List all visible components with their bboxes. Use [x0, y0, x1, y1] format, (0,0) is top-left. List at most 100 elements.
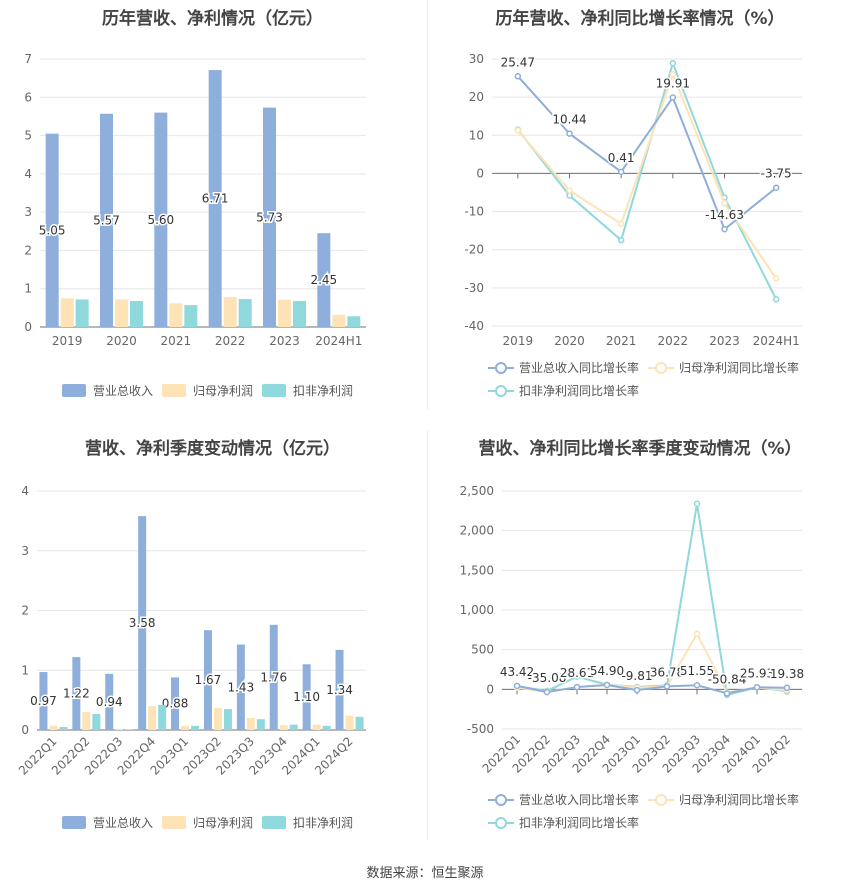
- data-label: 51.55: [680, 664, 714, 678]
- y-tick-label: 30: [469, 52, 484, 66]
- y-tick-label: 0: [24, 320, 32, 334]
- data-point: [669, 59, 677, 67]
- data-point: [617, 236, 625, 244]
- bar: [171, 677, 180, 730]
- data-label: 36.78: [650, 665, 684, 679]
- bar: [289, 724, 298, 730]
- bar: [223, 709, 232, 730]
- data-point: [669, 94, 677, 101]
- chart-quarterly-revenue-profit: 营收、净利季度变动情况（亿元） 0 1 2 3 4 2022Q1 2022Q2 2022Q3 2…: [0, 430, 425, 850]
- x-tick-label: 2024H1: [315, 334, 362, 348]
- bar: [269, 624, 278, 730]
- data-point: [566, 130, 573, 137]
- y-tick-label: 2,000: [460, 524, 494, 538]
- y-tick-label: 3: [24, 205, 32, 219]
- legend-label: 归母净利润: [193, 816, 253, 830]
- data-label: -35.08: [528, 671, 567, 685]
- bar: [278, 299, 291, 327]
- data-source-note: 数据来源：恒生聚源: [366, 866, 484, 881]
- y-tick-label: 1,500: [460, 563, 494, 577]
- legend-swatch-marker: [495, 362, 507, 374]
- y-tick-label: -40: [464, 319, 484, 333]
- y-tick-label: 500: [471, 643, 494, 657]
- bar: [92, 713, 101, 730]
- bar: [125, 729, 134, 730]
- data-point: [693, 630, 701, 638]
- legend-label: 扣非净利润同比增长率: [519, 383, 639, 398]
- data-label: 25.93: [740, 666, 774, 680]
- data-point: [603, 681, 611, 689]
- legend-swatch-marker: [655, 362, 667, 374]
- panel-divider-bottom: [427, 430, 428, 840]
- panel-divider-top: [427, 0, 428, 410]
- y-tick-label: 1: [24, 282, 32, 296]
- data-label: 0.41: [608, 151, 635, 165]
- legend-label: 营业总收入同比增长率: [519, 360, 639, 375]
- data-label: 0.97: [30, 694, 57, 708]
- x-tick-label: 2021: [606, 334, 637, 348]
- x-tick-label: 2019: [503, 334, 534, 348]
- data-label: 6.71: [202, 192, 229, 206]
- chart-canvas: 0 1 2 3 4 5 6 7 2019 2020 2021 2022 2023 2024H1 5.05 5.…: [24, 52, 366, 398]
- chart-title: 历年营收、净利情况（亿元）: [102, 9, 323, 29]
- data-point: [772, 184, 780, 191]
- bar: [158, 704, 167, 730]
- chart-annual-growth-rate: 历年营收、净利同比增长率情况（%） -40 -30 -20 -10 0 10 20 30 201…: [430, 0, 850, 410]
- data-point: [772, 296, 780, 303]
- data-point: [514, 127, 522, 134]
- y-tick-label: 5: [24, 129, 32, 143]
- legend-label: 归母净利润同比增长率: [679, 360, 799, 375]
- bar: [130, 300, 143, 327]
- data-label: 0.94: [96, 695, 123, 709]
- data-label: 1.76: [260, 670, 287, 684]
- y-tick-label: 7: [24, 52, 32, 66]
- chart-annual-revenue-profit: 历年营收、净利情况（亿元） 0 1 2 3 4 5 6 7 2019 2020 2021 2022 20…: [0, 0, 425, 410]
- data-label: 19.91: [656, 76, 690, 90]
- data-point: [753, 684, 761, 691]
- bar: [148, 706, 157, 730]
- bar: [169, 303, 183, 327]
- y-tick-label: -20: [464, 243, 484, 257]
- bar: [238, 299, 252, 327]
- bar: [322, 725, 331, 730]
- data-label: 5.05: [39, 223, 66, 237]
- y-tick-label: -500: [467, 722, 494, 736]
- data-label: 25.47: [501, 55, 535, 69]
- chart-canvas: -50005001,0001,5002,0002,5002022Q12022Q2…: [460, 484, 806, 830]
- y-tick-label: 2: [21, 604, 29, 618]
- y-tick-label: 10: [469, 128, 484, 142]
- data-point: [669, 71, 677, 78]
- bar: [208, 70, 222, 328]
- bar: [82, 712, 91, 730]
- data-point: [573, 673, 581, 680]
- y-tick-label: 0: [476, 166, 484, 180]
- bar: [75, 299, 89, 327]
- data-point: [617, 168, 625, 176]
- bar: [236, 644, 245, 730]
- y-tick-label: 6: [24, 90, 32, 104]
- data-label: 5.57: [93, 213, 120, 227]
- chart-quarterly-growth-rate: 营收、净利同比增长率季度变动情况（%） -500 0 500 1,000 1,500 2,…: [430, 430, 850, 850]
- data-point: [721, 225, 728, 233]
- bar: [115, 728, 124, 730]
- y-tick-label: -10: [464, 205, 484, 219]
- x-tick-label: 2021: [161, 334, 192, 348]
- bar: [345, 715, 354, 730]
- data-label: 19.38: [770, 667, 804, 681]
- data-label: 28.61: [560, 666, 594, 680]
- y-tick-label: 1,000: [460, 603, 494, 617]
- chart-canvas: 012342022Q12022Q22022Q32022Q42023Q12023Q…: [16, 484, 366, 830]
- legend-swatch-marker: [495, 385, 507, 397]
- bar: [49, 725, 58, 730]
- x-tick-label: 2023: [709, 334, 740, 348]
- bar: [312, 724, 321, 730]
- bar: [191, 725, 200, 730]
- chart-title: 营收、净利同比增长率季度变动情况（%）: [478, 439, 802, 459]
- bar: [246, 718, 255, 730]
- series-line: [517, 71, 777, 279]
- data-label: 0.88: [162, 697, 189, 711]
- legend-label: 归母净利润同比增长率: [679, 792, 799, 807]
- bar: [59, 727, 68, 730]
- series-line: [517, 75, 777, 231]
- legend-label: 营业总收入同比增长率: [519, 792, 639, 807]
